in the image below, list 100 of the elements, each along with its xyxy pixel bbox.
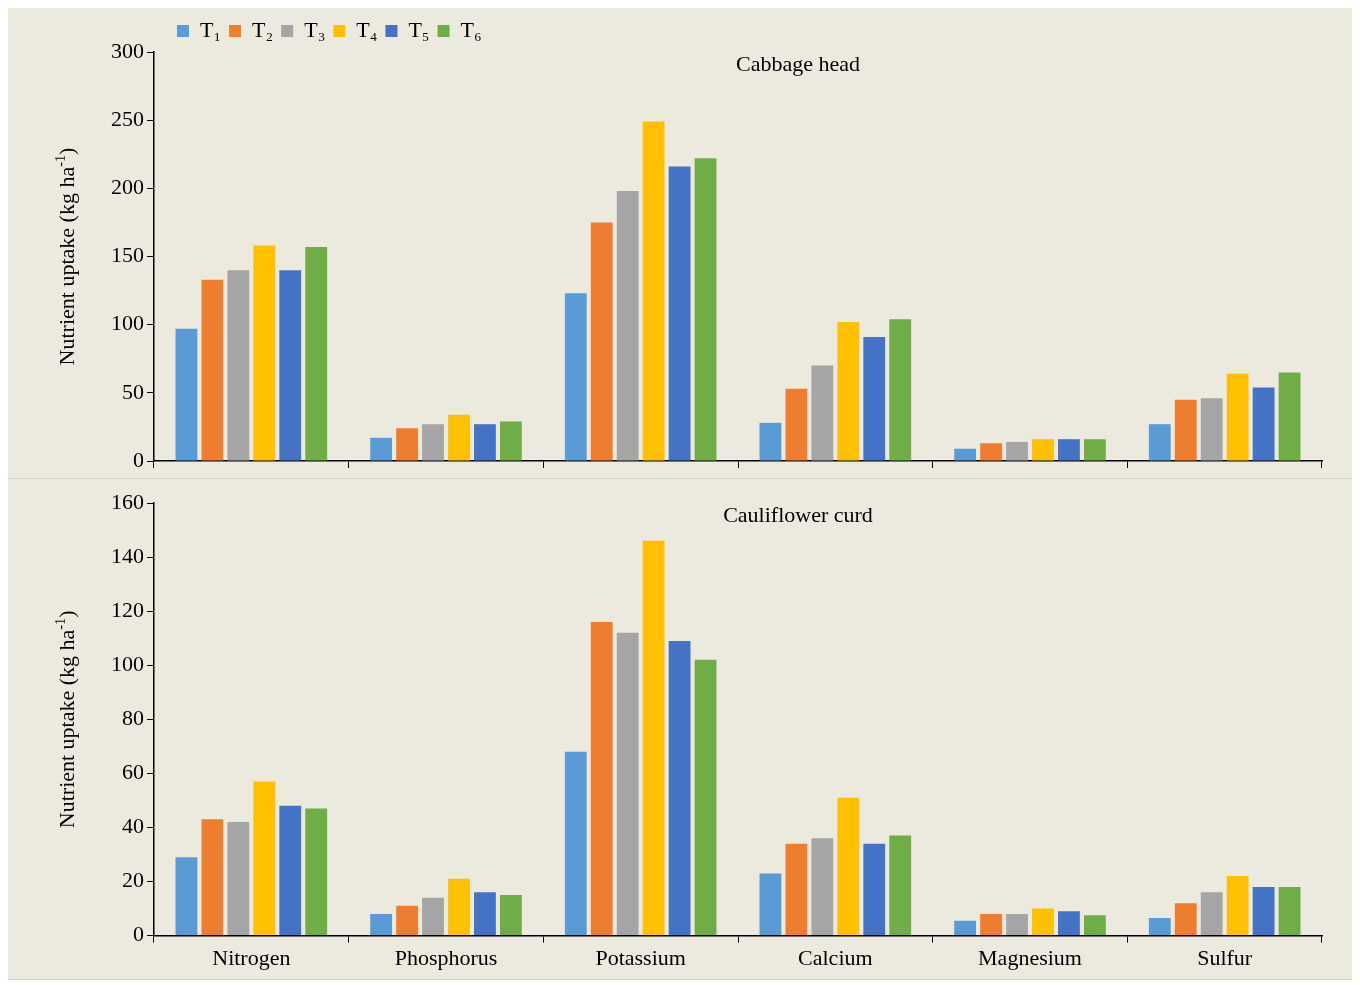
bar — [980, 913, 1002, 936]
legend-label: T₁ — [200, 16, 222, 42]
bar — [279, 805, 302, 936]
chart-title: Cauliflower curd — [723, 501, 873, 527]
bar — [422, 897, 444, 936]
bar — [1174, 399, 1197, 461]
bar — [642, 540, 665, 936]
bar — [1006, 913, 1028, 936]
bar — [201, 819, 224, 936]
bar — [811, 365, 834, 461]
legend-label: T₅ — [408, 16, 430, 42]
y-axis-title: Nutrient uptake (kg ha-1) — [52, 147, 79, 366]
bar — [837, 797, 860, 936]
bar — [1252, 886, 1275, 936]
bar — [954, 920, 977, 936]
bar — [1083, 439, 1106, 461]
bar — [1278, 886, 1301, 936]
bar — [227, 270, 250, 461]
bar — [175, 857, 198, 936]
x-tick-label: Phosphorus — [394, 944, 498, 970]
bar — [370, 437, 393, 461]
bar — [863, 843, 886, 936]
y-tick-label: 140 — [111, 542, 144, 568]
legend-label: T₆ — [460, 16, 482, 42]
bar — [694, 158, 717, 461]
bar — [1058, 439, 1080, 461]
bar — [564, 751, 587, 936]
bar — [811, 838, 834, 936]
bar — [201, 279, 224, 461]
bar — [889, 835, 912, 936]
bar — [1200, 892, 1223, 936]
bar — [396, 905, 418, 936]
bar — [474, 424, 496, 461]
bar — [279, 270, 302, 461]
x-tick-label: Potassium — [595, 944, 686, 970]
bar — [616, 191, 639, 461]
x-tick-label: Sulfur — [1197, 944, 1253, 970]
bar — [564, 293, 587, 461]
bar — [863, 336, 886, 461]
bar — [1278, 372, 1301, 461]
chart-title: Cabbage head — [736, 50, 860, 76]
bar — [616, 632, 639, 936]
bar — [759, 873, 782, 936]
x-tick-label: Nitrogen — [212, 944, 291, 970]
bar — [227, 822, 250, 936]
y-tick-label: 100 — [111, 310, 144, 336]
bar — [1226, 876, 1249, 936]
bar — [499, 895, 522, 936]
legend-label: T₃ — [304, 16, 326, 42]
legend-label: T₂ — [252, 16, 274, 42]
bar — [1226, 373, 1249, 461]
bar — [175, 328, 198, 461]
y-axis-title: Nutrient uptake (kg ha-1) — [52, 610, 79, 829]
bar — [759, 422, 782, 461]
bar — [305, 246, 328, 461]
bar — [1174, 903, 1197, 936]
legend-label: T₄ — [356, 16, 378, 42]
bar — [1200, 398, 1223, 461]
x-tick-label: Calcium — [798, 944, 873, 970]
y-tick-label: 40 — [122, 813, 144, 839]
bar — [694, 659, 717, 936]
bar — [668, 166, 691, 461]
x-tick-label: Magnesium — [978, 944, 1082, 970]
bar — [668, 640, 691, 936]
y-tick-label: 150 — [111, 242, 144, 268]
y-tick-label: 120 — [111, 596, 144, 622]
bar — [590, 222, 613, 461]
y-tick-label: 60 — [122, 759, 144, 785]
bar — [448, 878, 470, 936]
bar — [370, 913, 393, 936]
bar — [1032, 439, 1054, 461]
bar — [1006, 441, 1028, 461]
bar — [980, 443, 1002, 461]
bar — [785, 843, 808, 936]
y-tick-label: 50 — [122, 378, 144, 404]
y-tick-label: 80 — [122, 705, 144, 731]
bar — [1252, 387, 1275, 461]
bar — [590, 621, 613, 936]
bar — [396, 428, 418, 461]
bar — [499, 421, 522, 461]
y-tick-label: 0 — [133, 921, 144, 947]
bar — [954, 448, 977, 461]
bar — [253, 781, 276, 936]
bar — [474, 892, 496, 936]
bar — [642, 121, 665, 461]
y-tick-label: 300 — [111, 37, 144, 63]
y-tick-label: 20 — [122, 867, 144, 893]
bar — [1148, 918, 1171, 936]
y-tick-label: 160 — [111, 488, 144, 514]
bar — [1148, 424, 1171, 461]
bar — [448, 414, 470, 461]
bar — [253, 245, 276, 461]
bar — [785, 388, 808, 461]
bar — [1083, 915, 1106, 936]
bar — [422, 424, 444, 461]
bar — [889, 319, 912, 461]
y-tick-label: 100 — [111, 651, 144, 677]
y-tick-label: 200 — [111, 174, 144, 200]
bar — [1058, 911, 1080, 936]
y-tick-label: 0 — [133, 446, 144, 472]
